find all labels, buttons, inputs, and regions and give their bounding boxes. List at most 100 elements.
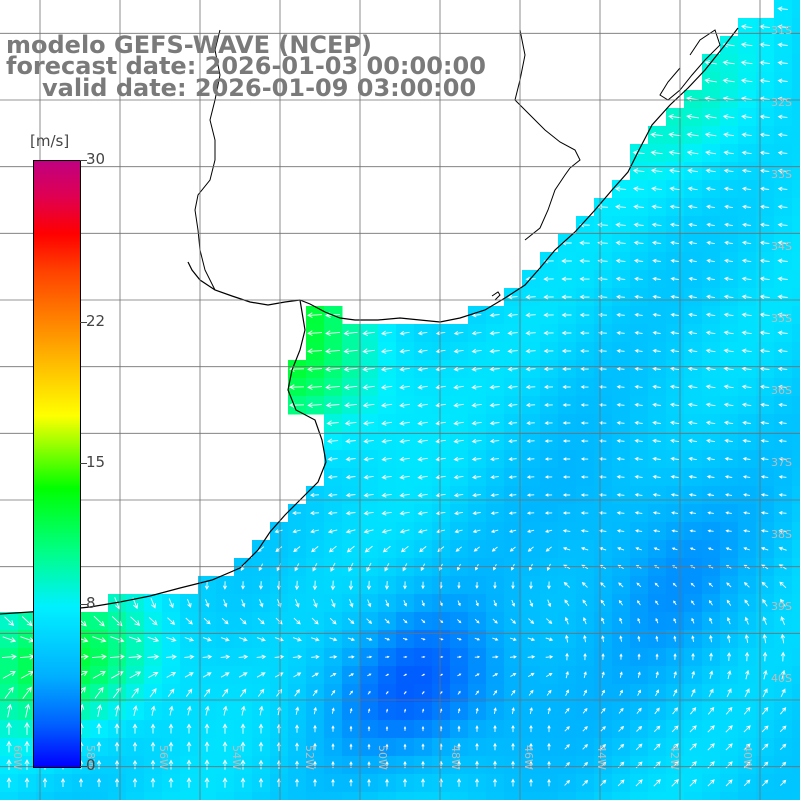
longitude-label: 54W [230, 745, 243, 770]
wind-arrow [688, 330, 698, 335]
wind-arrow [274, 637, 284, 642]
wind-arrow [778, 510, 787, 515]
wind-arrow [311, 546, 319, 553]
wind-arrow [580, 385, 589, 389]
wind-arrow [724, 475, 733, 479]
longitude-label: 56W [157, 745, 170, 770]
wind-arrow [509, 637, 517, 641]
wind-arrow [779, 743, 787, 751]
wind-arrow [363, 510, 374, 516]
wind-arrow [619, 617, 623, 624]
valid-date: valid date: 2026-01-09 03:00:00 [42, 74, 477, 102]
wind-arrow [670, 294, 679, 299]
wind-speed-cell [54, 792, 73, 800]
wind-arrow [562, 439, 571, 443]
wind-arrow [511, 707, 515, 715]
wind-arrow [763, 669, 768, 680]
wind-arrow [760, 511, 769, 515]
wind-arrow [221, 617, 229, 625]
wind-arrow [325, 348, 341, 355]
wind-arrow [114, 704, 120, 717]
wind-arrow [565, 670, 569, 679]
wind-arrow [689, 779, 697, 787]
wind-arrow [147, 636, 160, 643]
wind-arrow [688, 312, 697, 317]
wind-arrow [490, 493, 499, 498]
wind-arrow [705, 348, 716, 354]
wind-arrow [634, 312, 643, 317]
wind-arrow [381, 456, 392, 462]
wind-arrow [777, 114, 788, 120]
wind-arrow [759, 186, 770, 192]
wind-arrow [330, 598, 336, 608]
wind-arrow [327, 492, 338, 498]
wind-arrow [150, 759, 156, 770]
wind-arrow [689, 529, 696, 533]
wind-arrow [507, 330, 518, 336]
wind-arrow [616, 420, 625, 425]
wind-arrow [653, 529, 660, 533]
wind-arrow [616, 384, 625, 389]
wind-arrow [42, 777, 48, 788]
wind-arrow [616, 348, 625, 353]
longitude-label: 44W [595, 745, 608, 770]
wind-arrow [673, 600, 677, 606]
wind-arrow [221, 688, 229, 697]
wind-arrow [150, 777, 156, 788]
wind-arrow [367, 690, 371, 695]
wind-speed-cell [792, 234, 800, 253]
wind-arrow [707, 706, 715, 715]
wind-arrow [362, 402, 375, 408]
wind-arrow [526, 511, 535, 515]
wind-arrow [417, 402, 428, 408]
wind-arrow [691, 600, 695, 606]
wind-arrow [616, 529, 625, 533]
wind-arrow [399, 474, 410, 480]
wind-arrow [706, 456, 715, 461]
wind-arrow [741, 150, 752, 156]
wind-arrow [725, 725, 733, 733]
wind-arrow [743, 511, 750, 515]
wind-arrow [580, 511, 589, 515]
wind-arrow [493, 690, 498, 696]
wind-arrow [707, 547, 714, 551]
wind-arrow [777, 132, 788, 138]
wind-arrow [525, 402, 536, 408]
wind-arrow [471, 348, 482, 354]
wind-arrow [616, 366, 625, 371]
wind-arrow [256, 654, 267, 660]
wind-arrow [489, 312, 500, 318]
wind-arrow [686, 131, 699, 138]
latitude-label: 37S [771, 456, 792, 469]
wind-arrow [436, 529, 446, 534]
wind-arrow [618, 707, 624, 714]
wind-arrow [744, 616, 749, 625]
wind-arrow [599, 779, 607, 787]
wind-arrow [220, 637, 230, 642]
wind-speed-cell [486, 792, 505, 800]
wind-arrow [331, 778, 335, 787]
wind-arrow [561, 330, 572, 336]
wind-arrow [565, 652, 569, 661]
wind-arrow [669, 186, 680, 192]
wind-arrow [637, 689, 641, 696]
wind-arrow [760, 457, 769, 461]
wind-arrow [655, 600, 659, 606]
wind-arrow [385, 778, 389, 787]
wind-arrow [92, 636, 107, 643]
wind-arrow [313, 706, 317, 715]
wind-arrow [687, 420, 698, 426]
wind-arrow [706, 258, 715, 263]
wind-arrow [435, 402, 446, 408]
wind-arrow [471, 330, 482, 336]
wind-arrow [489, 420, 500, 426]
wind-arrow [759, 384, 770, 390]
wind-arrow [741, 366, 752, 372]
wind-arrow [114, 741, 120, 752]
wind-arrow [307, 348, 323, 354]
wind-arrow [562, 421, 571, 425]
wind-arrow [417, 348, 428, 354]
wind-arrow [583, 634, 587, 643]
wind-arrow [780, 707, 787, 715]
wind-speed-cell [198, 792, 217, 800]
